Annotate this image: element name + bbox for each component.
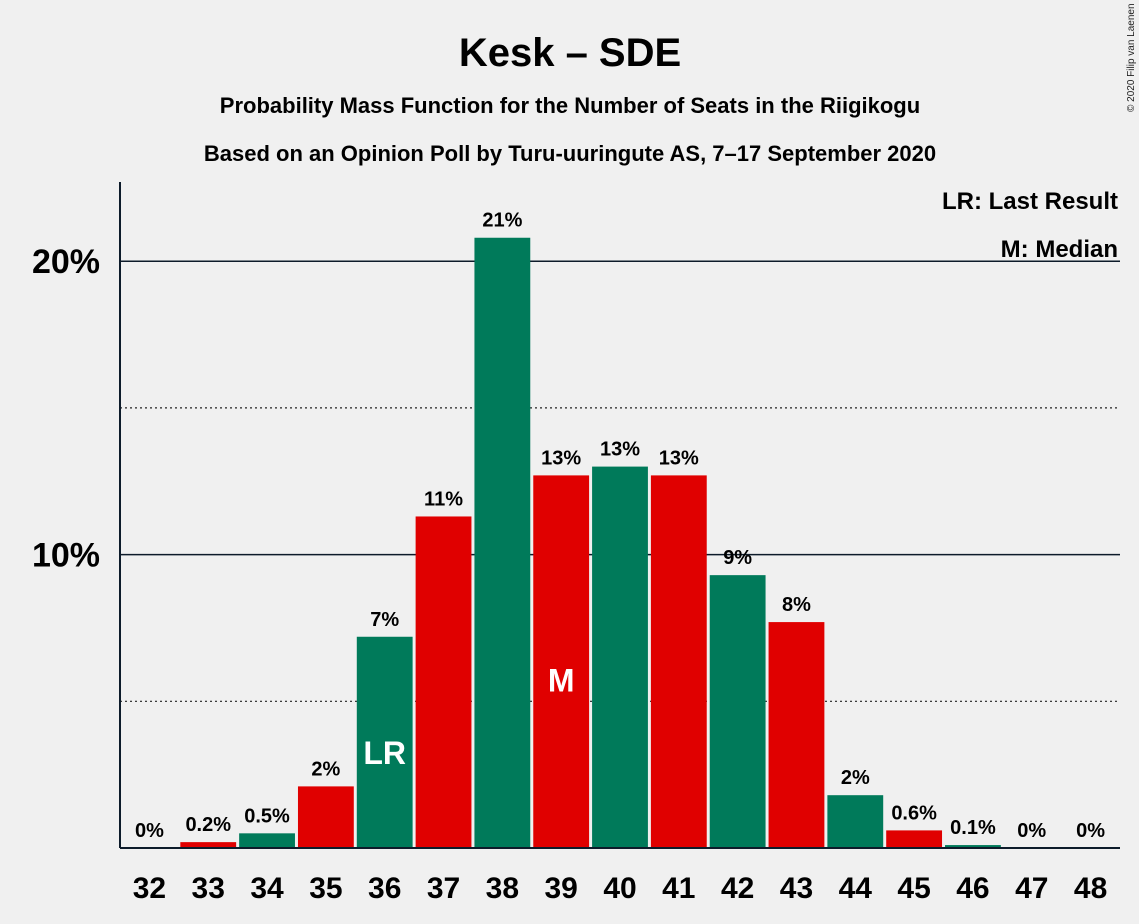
bar-seat-35: [297, 786, 354, 848]
data-label: 0.6%: [891, 802, 937, 824]
x-tick-label: 38: [486, 872, 519, 905]
x-tick-label: 36: [368, 872, 401, 905]
data-label: 2%: [311, 758, 340, 780]
data-label: 13%: [600, 439, 640, 461]
chart-subtitle: Probability Mass Function for the Number…: [220, 93, 920, 118]
median-marker: M: [548, 662, 575, 698]
x-tick-label: 35: [309, 872, 342, 905]
x-tick-label: 47: [1015, 872, 1048, 905]
x-tick-label: 41: [662, 872, 695, 905]
data-label: 8%: [782, 594, 811, 616]
bar-seat-33: [180, 842, 237, 848]
x-tick-label: 40: [603, 872, 636, 905]
data-label: 0%: [135, 820, 164, 842]
legend-last-result: LR: Last Result: [942, 188, 1118, 215]
data-label: 7%: [370, 609, 399, 631]
data-label: 2%: [841, 767, 870, 789]
bar-seat-40: [592, 466, 648, 848]
legend-median: M: Median: [1001, 236, 1118, 263]
x-tick-label: 33: [192, 872, 225, 905]
bar-seat-42: [709, 575, 766, 848]
data-label: 0.5%: [244, 805, 290, 827]
last-result-marker: LR: [363, 735, 406, 771]
bar-seat-46: [945, 845, 1001, 848]
x-tick-label: 37: [427, 872, 460, 905]
y-tick-label: 20%: [32, 243, 100, 281]
axes: 10% 20% 32 33 34 35 36 37 38 39 40 41 42 43 44 45 46 47 48: [32, 182, 1120, 905]
data-label: 0%: [1076, 820, 1105, 842]
x-tick-label: 32: [133, 872, 166, 905]
data-label: 0%: [1017, 820, 1046, 842]
bar-seat-34: [239, 833, 295, 848]
copyright-note: © 2020 Filip van Laenen: [1126, 3, 1137, 112]
chart-title: Kesk – SDE: [459, 31, 681, 75]
data-label: 13%: [541, 447, 581, 469]
x-tick-label: 46: [956, 872, 989, 905]
x-tick-label: 48: [1074, 872, 1107, 905]
bar-labels: 0% 0.2% 0.5% 2% 7% LR 11% 21% 13% M 13% 13% 9% 8% 2% 0.…: [135, 210, 1105, 842]
bar-seat-39: [533, 475, 590, 848]
x-tick-label: 43: [780, 872, 813, 905]
y-tick-label: 10%: [32, 537, 100, 575]
data-label: 9%: [723, 547, 752, 569]
data-label: 11%: [424, 488, 463, 510]
data-label: 0.1%: [950, 817, 996, 839]
bar-seat-36: [356, 636, 413, 848]
bar-seat-37: [415, 516, 472, 848]
x-tick-label: 45: [897, 872, 930, 905]
bars: [180, 237, 1001, 848]
data-label: 0.2%: [185, 814, 231, 836]
x-tick-label: 44: [839, 872, 873, 905]
bar-seat-45: [886, 830, 943, 848]
bar-seat-41: [650, 475, 707, 848]
x-tick-label: 34: [250, 872, 284, 905]
x-tick-label: 42: [721, 872, 754, 905]
chart-subtitle-source: Based on an Opinion Poll by Turu-uuringu…: [204, 141, 936, 166]
bar-seat-43: [768, 622, 825, 848]
x-tick-label: 39: [544, 872, 577, 905]
bar-seat-44: [827, 795, 884, 848]
data-label: 13%: [659, 447, 699, 469]
bar-seat-38: [474, 237, 531, 848]
data-label: 21%: [482, 210, 522, 232]
